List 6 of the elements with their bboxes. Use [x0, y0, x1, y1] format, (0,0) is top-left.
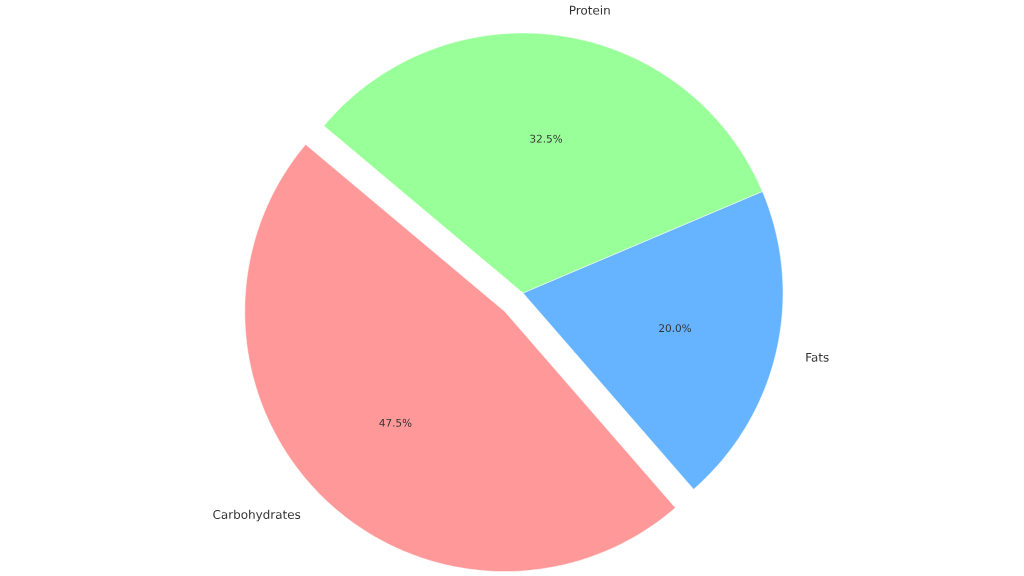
slice-label: Fats — [806, 352, 829, 362]
slice-label: Protein — [569, 5, 610, 15]
data-label: 20.0% — [659, 324, 692, 333]
slice-label: Carbohydrates — [213, 509, 301, 522]
data-label: 47.5% — [379, 418, 412, 427]
data-label: 32.5% — [530, 134, 563, 143]
